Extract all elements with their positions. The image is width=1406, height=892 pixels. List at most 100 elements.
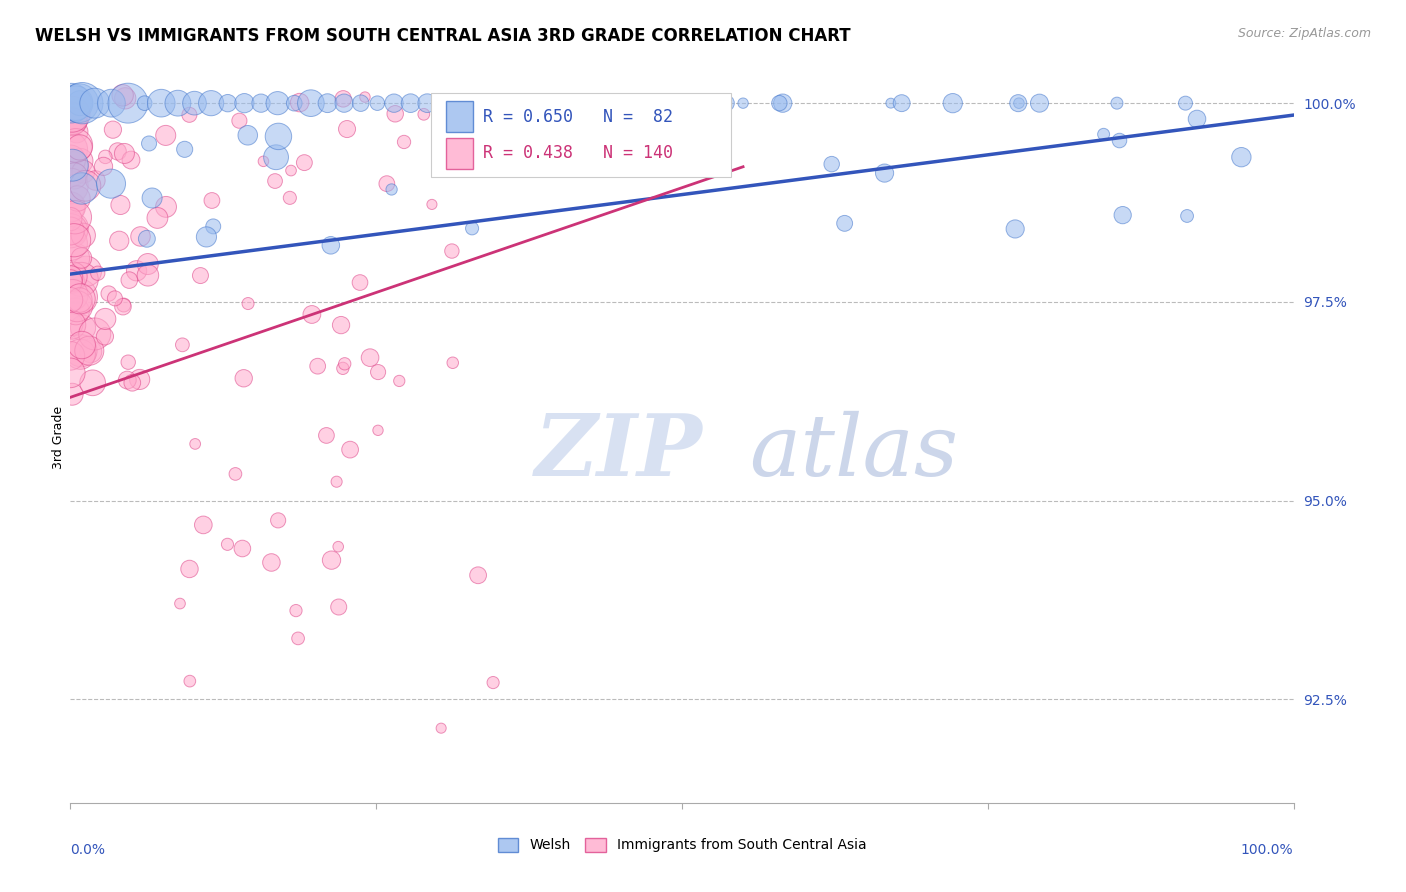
Point [834,216,856,230]
Point [252,154,274,169]
Point [1175,209,1198,223]
Point [260,556,283,570]
Point [150,96,173,111]
Point [67,96,90,111]
Point [117,96,139,111]
Point [75,264,97,278]
Point [321,553,343,567]
Point [193,517,215,532]
Point [1230,150,1253,164]
Point [440,244,463,258]
Point [333,96,356,111]
Point [66,192,89,206]
Point [301,308,323,322]
Y-axis label: 3rd Grade: 3rd Grade [52,406,65,468]
Point [83,326,105,341]
Point [69,347,91,361]
Text: ZIP: ZIP [536,410,703,493]
Point [69,293,91,307]
Point [942,96,965,111]
Point [319,238,342,252]
Point [1028,96,1050,111]
Point [200,96,222,111]
Point [616,96,638,111]
Point [60,221,83,235]
Point [107,145,129,159]
Point [467,568,489,582]
Point [114,146,136,161]
Point [60,387,83,401]
Point [62,269,84,284]
Point [111,300,134,314]
Point [125,264,148,278]
Point [117,373,139,387]
Point [65,304,87,318]
Point [117,355,139,369]
Point [299,96,322,111]
Point [388,374,411,388]
Point [120,153,142,167]
Text: 100.0%: 100.0% [1241,843,1294,857]
Point [768,96,790,111]
Point [63,169,86,183]
Point [665,96,688,111]
Point [63,211,86,225]
Point [880,96,903,111]
Point [332,92,354,106]
Point [63,233,86,247]
Point [461,221,484,235]
Point [173,142,195,156]
Point [236,296,259,310]
Point [201,194,224,208]
Point [190,268,212,283]
Point [179,674,201,689]
Point [1108,134,1130,148]
Point [87,266,110,280]
Point [97,286,120,301]
Point [60,318,83,332]
Point [267,129,290,144]
Point [67,290,90,304]
Point [59,142,82,156]
Point [232,371,254,385]
Point [325,475,347,489]
Point [59,275,82,289]
Point [108,234,131,248]
Point [375,177,398,191]
Point [94,312,117,326]
Point [202,219,225,234]
Point [82,376,104,390]
Point [184,437,207,451]
Point [94,150,117,164]
Point [482,96,505,111]
Point [66,299,89,313]
Point [121,376,143,390]
Point [1105,96,1128,111]
Point [349,276,371,290]
Point [110,198,132,212]
Point [60,317,83,331]
Point [381,182,404,196]
Point [599,96,621,111]
Legend: Welsh, Immigrants from South Central Asia: Welsh, Immigrants from South Central Asi… [492,832,872,858]
Point [392,135,415,149]
Point [59,349,82,363]
Point [59,366,82,380]
Point [65,138,87,153]
Point [412,107,434,121]
Point [433,96,456,111]
Point [315,428,337,442]
Point [1185,112,1208,126]
Point [172,338,194,352]
Point [382,96,405,111]
Point [333,357,356,371]
Point [224,467,246,481]
Point [65,96,87,111]
Point [60,161,83,176]
Point [70,338,93,352]
Point [264,174,287,188]
Point [359,351,381,365]
Text: R = 0.650   N =  82: R = 0.650 N = 82 [482,108,672,126]
Point [217,537,239,551]
Point [195,230,218,244]
